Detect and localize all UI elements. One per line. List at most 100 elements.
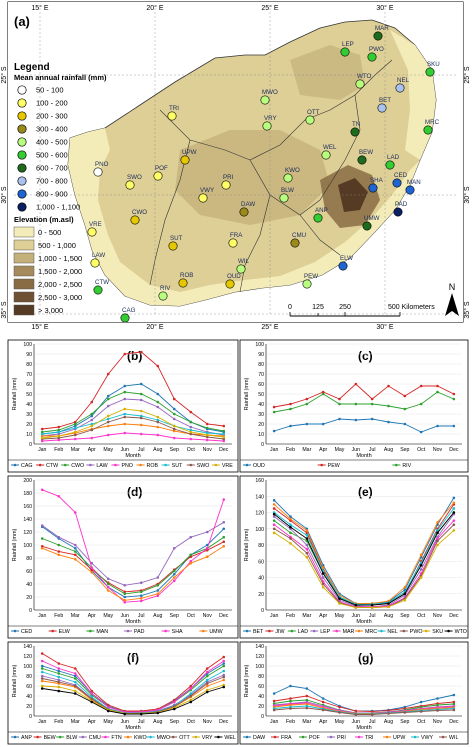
data-point-swo <box>172 427 176 431</box>
x-tick-label: Aug <box>384 719 393 725</box>
chart-panel-b: (b) 0 10 20 30 40 50 60 70 80 90 100 Jan Feb Mar Apr May… <box>7 339 239 473</box>
y-tick-label: 140 <box>255 494 264 500</box>
data-point-anp <box>57 669 61 673</box>
data-point-blw <box>205 674 209 678</box>
elevation-legend-items: 0 - 500 500 - 1,000 1,000 - 1,500 1,500 - 2… <box>13 226 82 316</box>
station-label-mrc: MRC <box>425 119 440 126</box>
data-point-anp <box>222 662 226 665</box>
x-tick-label: Aug <box>384 613 393 619</box>
data-point-pew <box>452 392 456 396</box>
station-label-law: LAW <box>92 252 105 259</box>
data-point-wto <box>354 603 358 607</box>
data-point-swo <box>205 435 209 439</box>
rainfall-legend-label: 400 - 500 <box>36 138 68 147</box>
data-point-daw <box>289 684 292 688</box>
data-point-sku <box>289 542 292 545</box>
data-point-vry <box>222 683 226 687</box>
data-point-ott <box>189 694 193 698</box>
rainfall-legend-items: 50 - 100 100 - 200 200 - 300 300 - 400 400 -… <box>17 85 80 212</box>
data-point-sku <box>305 555 309 559</box>
series-line-wil <box>274 707 454 715</box>
x-tick-label: May <box>103 719 113 725</box>
legend-label-pri: PRI <box>337 735 346 741</box>
series-line-mar <box>273 520 455 608</box>
legend-label-sut: SUT <box>172 463 183 469</box>
legend-label-ftn: FTN <box>111 735 121 741</box>
legend-marker-pof <box>301 735 305 739</box>
legend-marker-pad <box>126 629 130 633</box>
data-point-cwo <box>73 422 77 426</box>
data-point-vre <box>106 414 110 418</box>
data-point-vre <box>172 424 176 428</box>
x-axis-label: Month <box>125 453 140 459</box>
data-point-rob <box>139 423 143 427</box>
series-line-law <box>42 398 224 437</box>
chart-panel-e: (e) 0 20 40 60 80 100 120 140 160 Jan Feb Mar Apr May J… <box>239 475 469 639</box>
y-tick-label: 40 <box>258 694 264 700</box>
series-line-ced <box>42 526 225 598</box>
station-marker-umw <box>362 221 372 231</box>
series-line-fra <box>274 695 454 712</box>
data-point-ctw <box>172 397 176 401</box>
elevation-legend-swatch <box>13 265 35 277</box>
legend-label-cag: CAG <box>21 463 32 469</box>
x-tick-label: Jul <box>369 719 376 725</box>
data-point-man <box>172 569 176 573</box>
legend-marker-cag <box>13 463 17 467</box>
station-label-wto: WTO <box>357 73 372 80</box>
station-label-riv: RIV <box>160 285 171 292</box>
station-marker-tri <box>167 111 177 121</box>
station-label-pno: PNO <box>95 161 109 168</box>
data-point-pno <box>222 439 226 443</box>
data-point-oud <box>436 424 439 428</box>
data-point-ftn <box>205 670 209 674</box>
legend-marker-mwo <box>149 735 152 739</box>
elevation-legend-swatch <box>13 278 35 290</box>
data-point-blw <box>73 677 77 680</box>
chart-frame <box>7 339 239 473</box>
legend-marker-ftn <box>104 735 107 739</box>
x-tick-label: Oct <box>187 719 196 725</box>
data-point-ctw <box>57 425 61 429</box>
rainfall-legend-label: 300 - 400 <box>36 125 68 134</box>
data-point-sku <box>321 585 325 589</box>
station-marker-fra <box>228 238 238 248</box>
rainfall-legend-swatch <box>17 202 27 212</box>
y-axis-label: Rainfall (mm) <box>244 664 250 697</box>
station-marker-sha <box>368 183 378 193</box>
data-point-wto <box>370 603 374 607</box>
data-point-bew <box>90 689 94 693</box>
station-marker-daw <box>239 207 249 217</box>
data-point-bew <box>106 703 110 707</box>
legend-marker-wel <box>217 735 220 739</box>
series-line-umw <box>42 545 225 601</box>
data-point-cwo <box>205 426 209 430</box>
legend-label-wel: WEL <box>224 735 236 741</box>
y-axis-label: Rainfall (mm) <box>244 528 250 561</box>
data-point-mwo <box>222 669 226 673</box>
data-point-wel <box>205 690 209 694</box>
data-point-man <box>106 582 110 586</box>
legend-marker-cwo <box>63 463 67 467</box>
data-point-pew <box>305 397 309 401</box>
data-point-fra <box>338 705 341 709</box>
station-label-umw: UMW <box>364 215 380 222</box>
data-point-bet <box>289 515 292 518</box>
x-tick-label: Aug <box>153 719 162 725</box>
y-tick-label: 80 <box>26 556 32 562</box>
data-point-pad <box>90 561 94 565</box>
y-tick-label: 10 <box>258 432 264 438</box>
series-line-wel <box>42 686 224 715</box>
elevation-legend-swatch <box>13 304 35 316</box>
legend-label-wto: WTO <box>455 629 467 635</box>
data-point-sut <box>106 417 110 421</box>
data-point-wil <box>419 710 423 713</box>
x-tick-label: Jul <box>138 447 145 453</box>
data-point-sut <box>123 412 127 416</box>
series-line-vwy <box>274 705 454 715</box>
data-point-pwo <box>289 537 292 540</box>
x-tick-label: Jan <box>270 613 278 619</box>
legend-label-tri: TRI <box>365 735 374 741</box>
legend-marker-tri <box>357 735 361 739</box>
x-tick-label: Feb <box>54 447 63 453</box>
